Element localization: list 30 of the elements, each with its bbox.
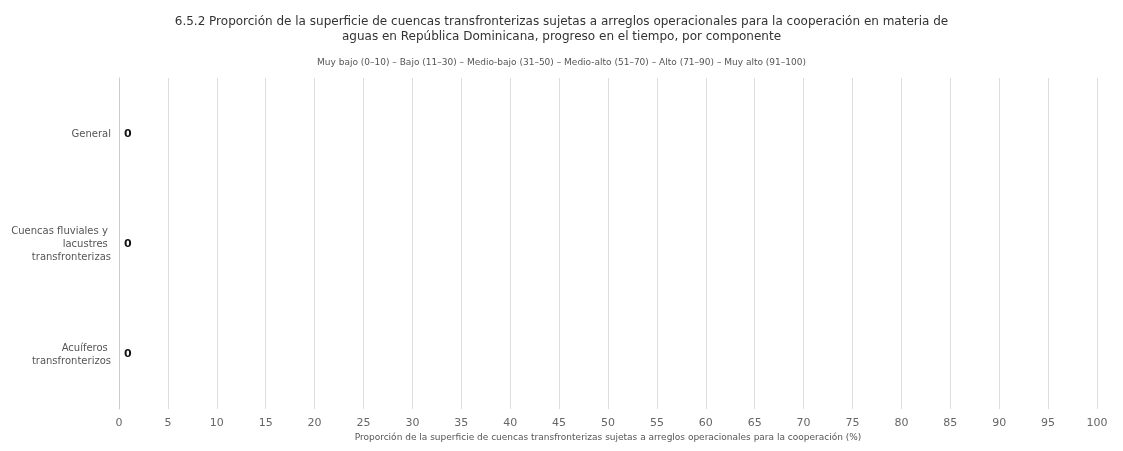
x-tick-label: 40 [503, 416, 518, 429]
x-tick-label: 25 [356, 416, 371, 429]
x-tick-label: 15 [258, 416, 273, 429]
x-tick-label: 100 [1086, 416, 1108, 429]
data-label: 0 [124, 126, 132, 140]
chart-title: 6.5.2 Proporción de la superficie de cuencas transfronterizas sujetas a arreglos operacionales para la cooperación en materia de aguas en República Dominicana, progreso en el tiempo, por componente [174, 13, 949, 43]
x-tick-label: 60 [698, 416, 713, 429]
y-tick-label: General [71, 127, 111, 139]
data-label: 0 [124, 347, 132, 361]
x-axis-title: Proporción de la superficie de cuencas transfronterizas sujetas a arreglos operacionales para la cooperación (%) [354, 432, 862, 443]
x-tick-label: 70 [796, 416, 811, 429]
x-tick-label: 30 [405, 416, 420, 429]
x-tick-label: 55 [649, 416, 664, 429]
data-label: 0 [124, 237, 132, 250]
x-tick-label: 20 [307, 416, 322, 429]
x-tick-label: 90 [992, 416, 1007, 429]
y-tick-label: Cuencas fluviales y lacustres transfronterizas [11, 225, 111, 262]
x-tick-label: 5 [164, 416, 172, 429]
x-tick-label: 65 [747, 416, 762, 429]
x-tick-label: 0 [115, 416, 123, 429]
x-tick-label: 50 [601, 416, 615, 429]
x-tick-label: 95 [1041, 416, 1056, 429]
y-tick-label: Acuíferos transfronterizos [31, 341, 111, 366]
x-tick-label: 80 [894, 416, 909, 429]
x-tick-label: 75 [845, 416, 860, 429]
x-tick-label: 35 [454, 416, 469, 429]
x-tick-label: 45 [552, 416, 567, 429]
x-tick-label: 85 [943, 416, 958, 429]
x-tick-label: 10 [209, 416, 224, 429]
chart-subtitle: Muy bajo (0–10) – Bajo (11–30) – Medio-bajo (31–50) – Medio-alto (51–70) – Alto (71–90) – Muy alto (91–100) [317, 56, 806, 67]
